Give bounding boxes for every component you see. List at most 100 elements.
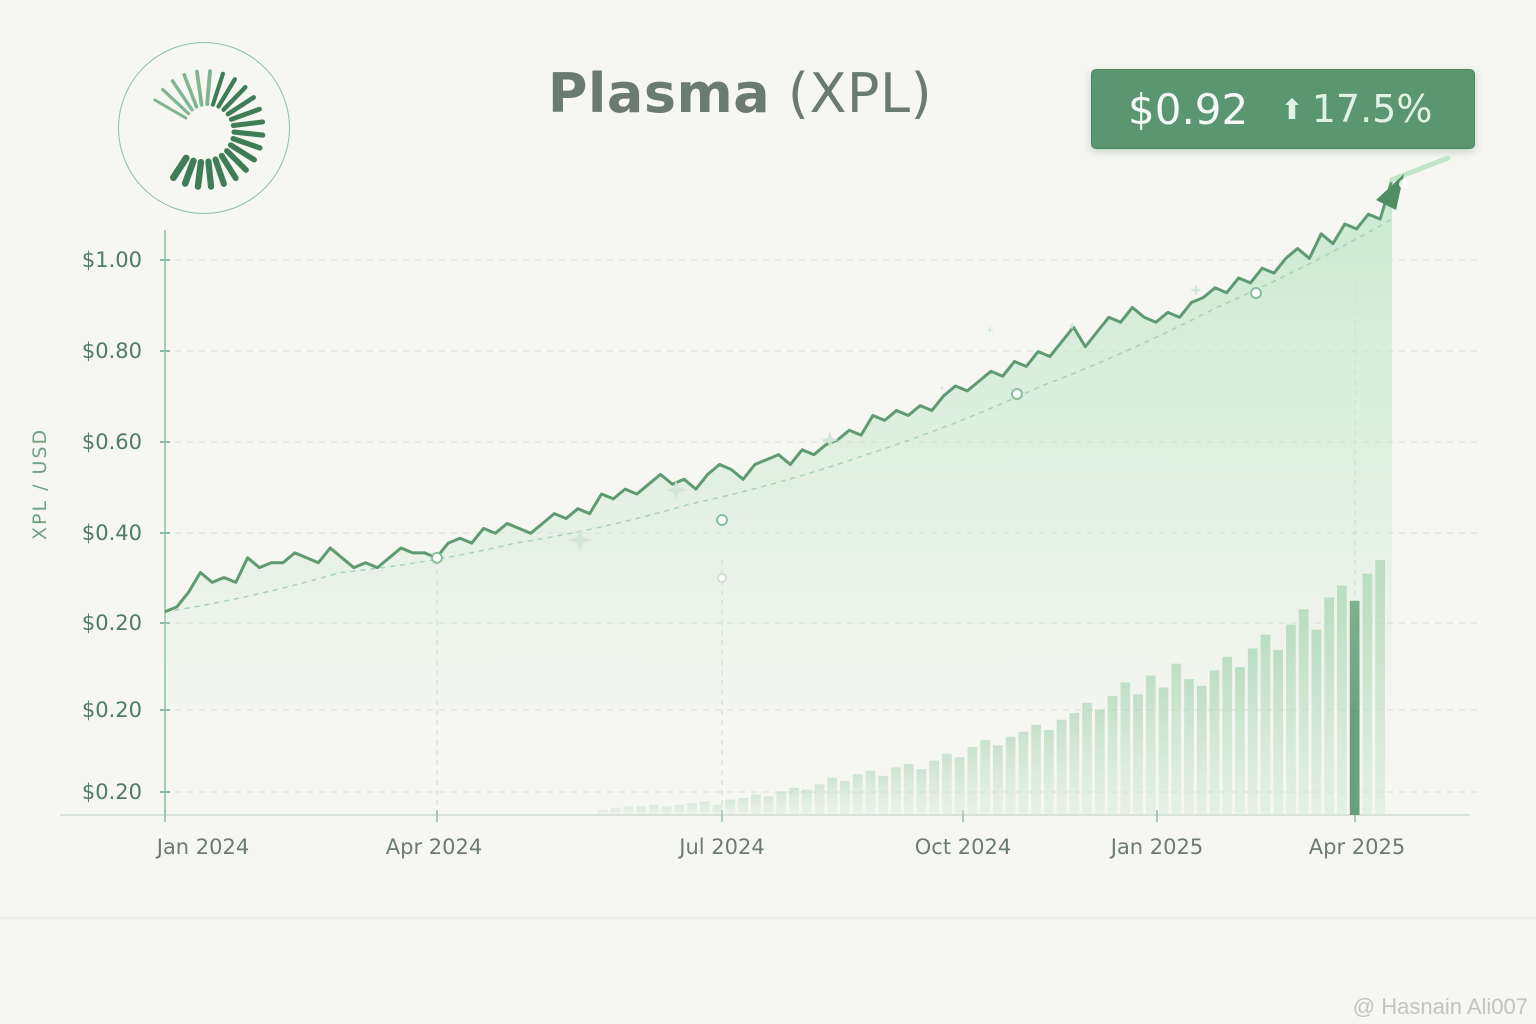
- price-line: [164, 179, 1394, 614]
- logo-stroke: [230, 119, 266, 129]
- volume-bar: [954, 757, 965, 815]
- volume-bar: [1171, 663, 1182, 815]
- watermark: @ Hasnain Ali007: [1352, 994, 1528, 1019]
- volume-bar: [1005, 736, 1016, 815]
- volume-bar: [1018, 731, 1029, 815]
- x-tick-label: Oct 2024: [915, 835, 1011, 859]
- volume-bar: [1247, 648, 1258, 815]
- x-tick-label: Jul 2024: [677, 835, 764, 859]
- logo-stroke: [153, 98, 188, 120]
- volume-bar: [699, 801, 710, 815]
- volume-bar: [1184, 679, 1194, 815]
- y-axis-title: XPL / USD: [20, 428, 60, 540]
- volume-bar: [852, 774, 863, 815]
- volume-bar: [1094, 709, 1105, 815]
- volume-bar: [878, 775, 889, 815]
- sparkle-icon: [986, 326, 994, 334]
- logo-stroke: [224, 148, 249, 173]
- logo-stroke: [182, 73, 199, 109]
- page-title: Plasma (XPL): [520, 62, 960, 125]
- x-tick-label: Apr 2024: [386, 835, 482, 859]
- arrow-up-icon: ⬆: [1280, 92, 1304, 126]
- y-tick-label: $0.20: [82, 780, 142, 804]
- volume-bar: [1196, 685, 1207, 815]
- volume-bar: [1031, 724, 1041, 815]
- logo-stroke: [205, 69, 213, 107]
- volume-bar: [776, 791, 787, 815]
- volume-bar: [942, 753, 952, 815]
- title-name: Plasma: [547, 62, 771, 125]
- volume-bar: [763, 796, 774, 815]
- volume-bar: [1273, 650, 1284, 815]
- data-point-marker: [431, 551, 443, 564]
- volume-bar: [840, 781, 850, 815]
- volume-bar: [1158, 687, 1169, 815]
- volume-bar: [712, 804, 723, 815]
- price-change: ⬆ 17.5%: [1280, 87, 1432, 131]
- price-badge: $0.92 ⬆ 17.5%: [1091, 69, 1475, 149]
- volume-bar: [661, 806, 672, 815]
- arrow-glow: [1399, 179, 1409, 189]
- volume-bar: [891, 767, 901, 815]
- volume-bar: [929, 760, 940, 815]
- title-ticker: (XPL): [787, 62, 933, 125]
- logo-stroke: [170, 79, 194, 112]
- data-point-marker: [1011, 388, 1023, 400]
- data-point-marker: [1250, 287, 1262, 299]
- volume-bar: [648, 804, 659, 815]
- price-change-value: 17.5%: [1311, 87, 1433, 131]
- sparkle-icon: [666, 480, 686, 500]
- data-point-marker: [716, 514, 728, 526]
- volume-bar: [1209, 670, 1220, 815]
- volume-bar: [1082, 702, 1092, 815]
- logo-stroke: [221, 85, 248, 112]
- logo-stroke: [225, 95, 256, 117]
- sparkle-icon: [1190, 284, 1202, 296]
- volume-bar: [1298, 609, 1309, 815]
- logo-stroke: [194, 158, 205, 190]
- logo-stroke: [181, 157, 197, 187]
- trend-line: [164, 218, 1393, 613]
- sparkle-icon: [568, 528, 592, 552]
- x-tick-label: Jan 2025: [1109, 835, 1204, 859]
- x-tick-label: Apr 2025: [1309, 835, 1405, 859]
- volume-bar: [980, 740, 990, 815]
- volume-bar: [636, 806, 646, 815]
- logo-stroke: [210, 71, 225, 107]
- logo-stroke: [228, 106, 262, 122]
- volume-bar: [1056, 719, 1067, 815]
- volume-bar: [1286, 624, 1296, 815]
- logo-stroke: [205, 158, 215, 190]
- volume-bar: [623, 806, 634, 815]
- volume-bar: [916, 769, 927, 815]
- volume-bar: [1311, 629, 1322, 815]
- x-tick-label: Jan 2024: [155, 835, 250, 859]
- volume-bar: [687, 803, 697, 815]
- volume-bar: [814, 784, 825, 815]
- logo-stroke: [218, 152, 239, 182]
- logo-stroke: [228, 142, 257, 163]
- volume-bar: [865, 770, 876, 815]
- volume-bar: [903, 764, 914, 815]
- trend-arrow-head-icon: [1376, 174, 1404, 210]
- volume-bar: [1133, 694, 1143, 815]
- volume-bar: [1043, 730, 1054, 815]
- logo-stroke: [212, 156, 227, 187]
- price-area: [165, 179, 1392, 711]
- volume-bar: [1120, 682, 1131, 815]
- trend-arrow-shaft: [1389, 155, 1451, 183]
- volume-bar: [738, 798, 748, 815]
- logo-stroke: [231, 129, 266, 138]
- y-tick-label: $0.80: [82, 339, 142, 363]
- volume-bar: [1260, 634, 1271, 815]
- logo-stroke: [230, 136, 263, 151]
- volume-bar: [1235, 667, 1245, 815]
- volume-bar: [598, 809, 608, 815]
- logo-stroke: [216, 77, 238, 109]
- current-price: $0.92: [1128, 84, 1249, 134]
- logo-stroke: [160, 87, 191, 116]
- volume-bar: [801, 789, 812, 815]
- sparkle-icon: [939, 385, 945, 391]
- sparkle-icon: [1068, 322, 1076, 330]
